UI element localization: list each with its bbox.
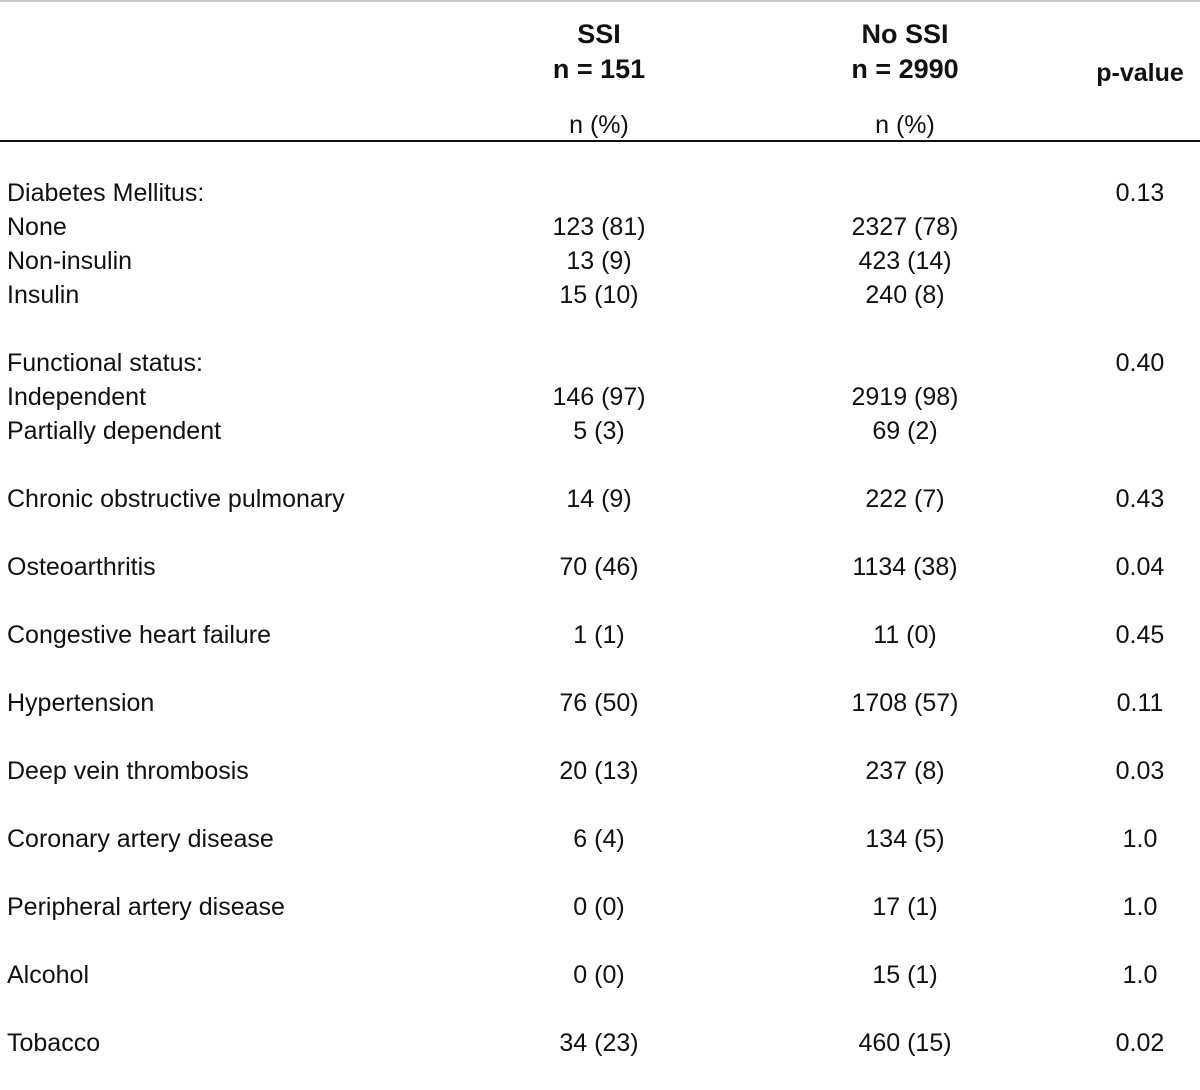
row-label: Tobacco	[7, 1029, 101, 1057]
row-label: Chronic obstructive pulmonary	[7, 485, 345, 513]
table-row-group: Alcohol 0 (0) 15 (1) 1.0	[0, 958, 1200, 992]
ssi-unit-label: n (%)	[569, 111, 629, 139]
no-ssi-value: 460 (15)	[858, 1029, 952, 1057]
table-row-group: Osteoarthritis 70 (46) 1134 (38) 0.04	[0, 550, 1200, 584]
no-ssi-column-count: n = 2990	[851, 54, 959, 84]
row-label: Deep vein thrombosis	[7, 757, 249, 785]
top-rule	[0, 0, 1200, 2]
p-value: 0.04	[1115, 553, 1165, 581]
ssi-column-header: SSI n = 151	[499, 17, 699, 87]
row-label: Functional status:	[7, 349, 203, 377]
row-label: None	[7, 213, 67, 241]
table-row: Chronic obstructive pulmonary 14 (9) 222 (…	[0, 482, 1200, 516]
no-ssi-value: 11 (0)	[873, 621, 937, 649]
no-ssi-value: 1134 (38)	[852, 553, 958, 581]
table-row: Alcohol 0 (0) 15 (1) 1.0	[0, 958, 1200, 992]
table-row: Coronary artery disease 6 (4) 134 (5) 1.0	[0, 822, 1200, 856]
ssi-value: 123 (81)	[552, 213, 646, 241]
table-row-group: Diabetes Mellitus: 0.13 None 123 (81) 2327 (…	[0, 176, 1200, 312]
table-row-group: Deep vein thrombosis 20 (13) 237 (8) 0.03	[0, 754, 1200, 788]
header-rule	[0, 140, 1200, 142]
row-label: Alcohol	[7, 961, 89, 989]
no-ssi-column-title: No SSI	[861, 19, 949, 49]
row-label: Congestive heart failure	[7, 621, 272, 649]
no-ssi-value: 222 (7)	[865, 485, 945, 513]
p-value: 0.13	[1115, 179, 1165, 207]
table-row-group: Functional status: 0.40 Independent 146 (97…	[0, 346, 1200, 448]
row-label: Peripheral artery disease	[7, 893, 285, 921]
row-label: Diabetes Mellitus:	[7, 179, 205, 207]
no-ssi-value: 15 (1)	[872, 961, 938, 989]
table-row: None 123 (81) 2327 (78)	[0, 210, 1200, 244]
table-row: Diabetes Mellitus: 0.13	[0, 176, 1200, 210]
row-label: Insulin	[7, 281, 80, 309]
table-row-group: Hypertension 76 (50) 1708 (57) 0.11	[0, 686, 1200, 720]
table-row: Peripheral artery disease 0 (0) 17 (1) 1.0	[0, 890, 1200, 924]
table-row-group: Coronary artery disease 6 (4) 134 (5) 1.0	[0, 822, 1200, 856]
pvalue-column-header: p-value	[1090, 56, 1190, 91]
no-ssi-value: 423 (14)	[858, 247, 952, 275]
p-value: 1.0	[1122, 825, 1158, 853]
no-ssi-value: 2919 (98)	[851, 383, 959, 411]
row-label: Osteoarthritis	[7, 553, 156, 581]
ssi-value: 0 (0)	[573, 961, 625, 989]
no-ssi-value: 2327 (78)	[851, 213, 959, 241]
ssi-value: 146 (97)	[552, 383, 646, 411]
ssi-value: 34 (23)	[559, 1029, 639, 1057]
row-label: Partially dependent	[7, 417, 222, 445]
no-ssi-value: 1708 (57)	[851, 689, 959, 717]
table-row: Hypertension 76 (50) 1708 (57) 0.11	[0, 686, 1200, 720]
table-row: Non-insulin 13 (9) 423 (14)	[0, 244, 1200, 278]
no-ssi-unit-label: n (%)	[875, 111, 935, 139]
pvalue-column-title: p-value	[1096, 59, 1184, 87]
ssi-value: 70 (46)	[559, 553, 639, 581]
table-row: Tobacco 34 (23) 460 (15) 0.02	[0, 1026, 1200, 1060]
p-value: 0.45	[1115, 621, 1165, 649]
table-row: Insulin 15 (10) 240 (8)	[0, 278, 1200, 312]
ssi-value: 1 (1)	[573, 621, 625, 649]
row-label: Coronary artery disease	[7, 825, 274, 853]
table-row: Partially dependent 5 (3) 69 (2)	[0, 414, 1200, 448]
no-ssi-column-header: No SSI n = 2990	[805, 17, 1005, 87]
p-value: 0.40	[1115, 349, 1165, 377]
no-ssi-value: 134 (5)	[865, 825, 945, 853]
ssi-column-title: SSI	[577, 19, 621, 49]
p-value: 0.02	[1115, 1029, 1165, 1057]
p-value: 0.11	[1116, 689, 1164, 717]
ssi-value: 6 (4)	[573, 825, 625, 853]
table-row-group: Congestive heart failure 1 (1) 11 (0) 0.45	[0, 618, 1200, 652]
table-body: Diabetes Mellitus: 0.13 None 123 (81) 2327 (…	[0, 176, 1200, 1060]
p-value: 1.0	[1122, 961, 1158, 989]
table-row-group: Chronic obstructive pulmonary 14 (9) 222 (…	[0, 482, 1200, 516]
row-label: Hypertension	[7, 689, 155, 717]
row-label: Non-insulin	[7, 247, 133, 275]
ssi-value: 14 (9)	[566, 485, 632, 513]
table-row-group: Peripheral artery disease 0 (0) 17 (1) 1.0	[0, 890, 1200, 924]
table-row: Congestive heart failure 1 (1) 11 (0) 0.45	[0, 618, 1200, 652]
row-label: Independent	[7, 383, 147, 411]
ssi-value: 13 (9)	[566, 247, 632, 275]
p-value: 0.03	[1115, 757, 1165, 785]
ssi-value: 20 (13)	[559, 757, 639, 785]
ssi-value: 5 (3)	[573, 417, 625, 445]
p-value: 0.43	[1115, 485, 1165, 513]
table-row: Deep vein thrombosis 20 (13) 237 (8) 0.03	[0, 754, 1200, 788]
table-row-group: Tobacco 34 (23) 460 (15) 0.02	[0, 1026, 1200, 1060]
ssi-value: 15 (10)	[559, 281, 639, 309]
ssi-column-count: n = 151	[552, 54, 646, 84]
table-row: Osteoarthritis 70 (46) 1134 (38) 0.04	[0, 550, 1200, 584]
p-value: 1.0	[1122, 893, 1158, 921]
no-ssi-value: 237 (8)	[865, 757, 945, 785]
ssi-value: 0 (0)	[573, 893, 625, 921]
ssi-value: 76 (50)	[559, 689, 639, 717]
no-ssi-value: 69 (2)	[872, 417, 938, 445]
table-row: Functional status: 0.40	[0, 346, 1200, 380]
no-ssi-value: 240 (8)	[865, 281, 945, 309]
no-ssi-value: 17 (1)	[872, 893, 938, 921]
table-row: Independent 146 (97) 2919 (98)	[0, 380, 1200, 414]
